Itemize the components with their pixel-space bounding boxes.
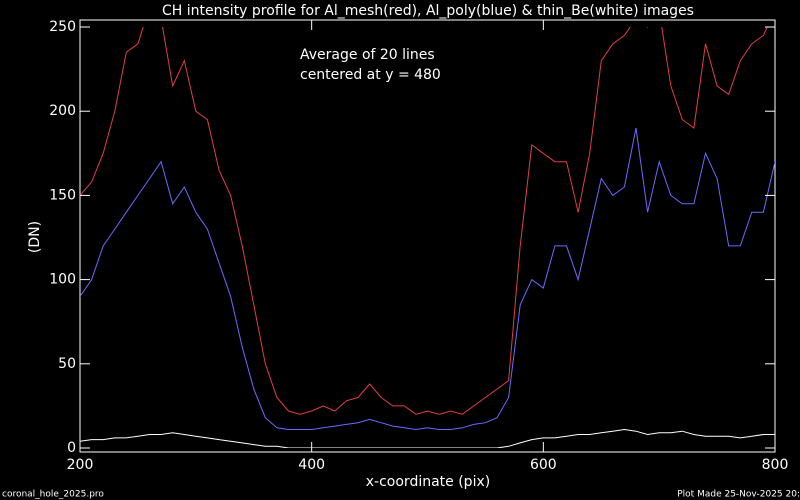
y-tick-label: 150 (49, 187, 76, 203)
x-tick-label: 600 (530, 457, 557, 473)
annotation: centered at y = 480 (300, 67, 441, 83)
plot-frame (79, 19, 776, 453)
series-line (80, 27, 768, 415)
y-tick-label: 200 (49, 103, 76, 119)
chart-title: CH intensity profile for Al_mesh(red), A… (162, 3, 694, 19)
x-axis-label: x-coordinate (pix) (366, 474, 490, 490)
y-tick-label: 0 (67, 440, 76, 456)
series-line (80, 428, 775, 448)
x-tick-label: 400 (298, 457, 325, 473)
y-axis-label: (DN) (27, 221, 43, 253)
x-tick-label: 200 (67, 457, 94, 473)
series-line (80, 127, 775, 431)
y-tick-label: 250 (49, 19, 76, 35)
plot-lines (80, 27, 775, 448)
x-tick-label: 800 (762, 457, 789, 473)
annotation: Average of 20 lines (300, 47, 435, 63)
y-tick-label: 100 (49, 272, 76, 288)
y-tick-label: 50 (58, 356, 76, 372)
footer: Plot Made 25-Nov-2025 20: (677, 490, 800, 500)
footer: coronal_hole_2025.pro (2, 490, 104, 500)
